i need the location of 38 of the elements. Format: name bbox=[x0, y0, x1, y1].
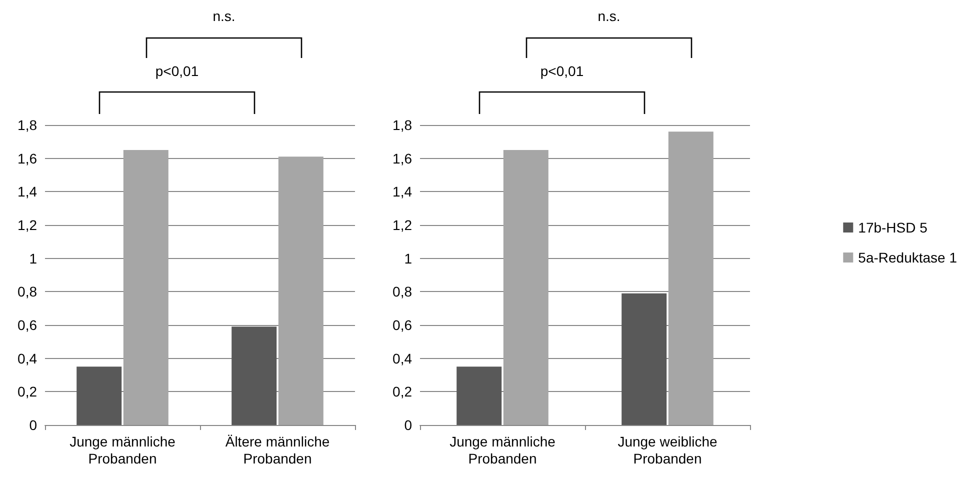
bar bbox=[622, 293, 667, 425]
bar bbox=[456, 366, 502, 425]
bar bbox=[232, 326, 277, 425]
x-tick-label: Junge männliche Probanden bbox=[70, 434, 176, 466]
y-tick-label: 0,6 bbox=[392, 317, 412, 333]
x-tick-label: Junge männliche Probanden bbox=[450, 434, 556, 466]
y-tick-label: 1,2 bbox=[18, 217, 38, 233]
y-tick-label: 0,4 bbox=[392, 350, 412, 366]
y-tick-label: 1,8 bbox=[18, 117, 38, 133]
text: p<0,01 bbox=[155, 63, 199, 79]
y-tick-label: 0 bbox=[29, 417, 38, 433]
y-tick-label: 0,6 bbox=[18, 317, 38, 333]
y-tick-label: 1 bbox=[404, 250, 412, 266]
y-tick-label: 1,2 bbox=[392, 217, 412, 233]
bar bbox=[503, 150, 548, 425]
y-tick-label: 1,4 bbox=[392, 184, 412, 200]
text: n.s. bbox=[212, 8, 236, 24]
y-tick-label: 0,4 bbox=[18, 350, 38, 366]
y-tick-label: 1,6 bbox=[18, 150, 38, 166]
y-tick-label: 1,4 bbox=[18, 184, 38, 200]
x-tick-label: Junge weibliche Probanden bbox=[618, 434, 718, 466]
y-tick-label: 1 bbox=[29, 250, 38, 266]
text: p<0,01 bbox=[540, 63, 584, 79]
legend-label: 17b-HSD 5 bbox=[858, 220, 928, 236]
y-tick-label: 0,8 bbox=[392, 284, 412, 300]
bar bbox=[278, 156, 324, 425]
bar bbox=[76, 366, 122, 425]
bar bbox=[123, 150, 168, 425]
y-tick-label: 1,6 bbox=[392, 150, 412, 166]
x-tick-label: Ältere männliche Probanden bbox=[225, 434, 330, 466]
legend-label: 5a-Reduktase 1 bbox=[858, 250, 958, 266]
bar bbox=[668, 132, 714, 425]
y-tick-label: 1,8 bbox=[392, 117, 412, 133]
y-tick-label: 0,2 bbox=[18, 384, 38, 400]
y-tick-label: 0,2 bbox=[392, 384, 412, 400]
y-tick-label: 0,8 bbox=[18, 284, 38, 300]
y-tick-label: 0 bbox=[404, 417, 412, 433]
text: n.s. bbox=[598, 8, 620, 24]
